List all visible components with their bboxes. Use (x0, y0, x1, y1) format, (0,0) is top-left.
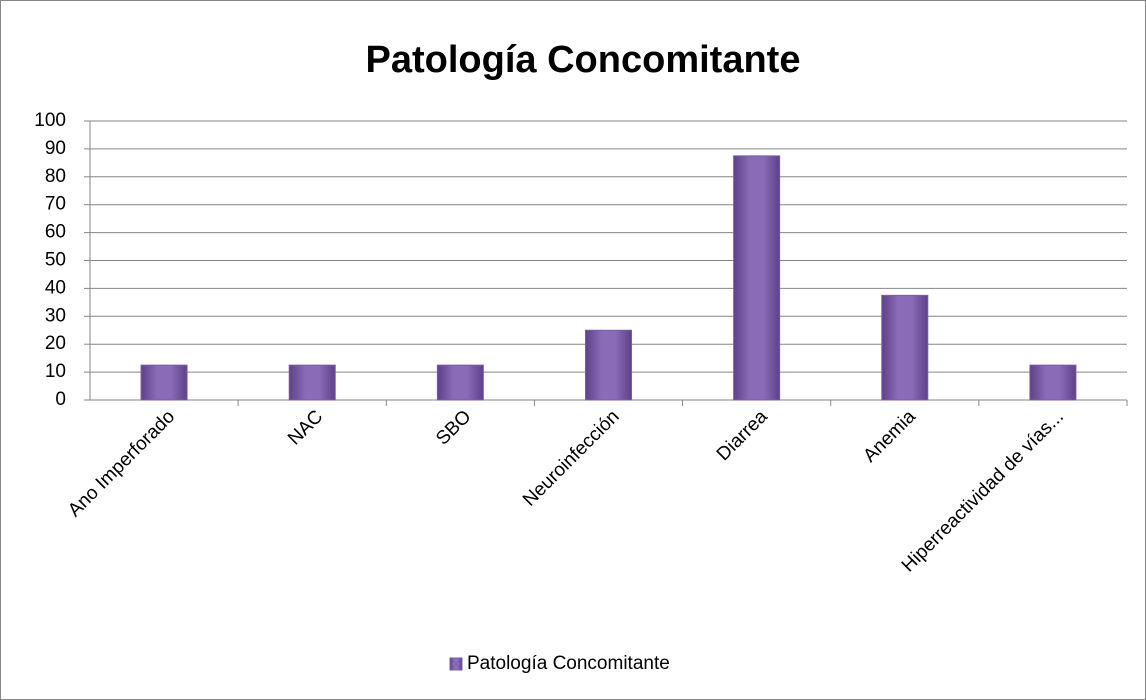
bar (585, 329, 632, 401)
bar (140, 364, 188, 401)
bar (881, 294, 929, 401)
y-tick-label: 30 (45, 305, 66, 326)
y-tick-label: 100 (34, 110, 66, 131)
y-tick-label: 80 (45, 166, 66, 187)
bar (436, 364, 484, 401)
y-tick-label: 90 (45, 138, 66, 159)
legend-label: Patología Concomitante (467, 653, 670, 674)
y-tick-label: 50 (45, 250, 66, 271)
y-tick-label: 10 (45, 361, 66, 382)
legend-swatch (449, 657, 463, 671)
chart-title: Patología Concomitante (366, 39, 801, 81)
y-tick-label: 20 (45, 333, 66, 354)
y-tick-label: 60 (45, 222, 66, 243)
y-tick-label: 70 (45, 194, 66, 215)
bar (733, 155, 781, 401)
y-tick-label: 40 (45, 277, 66, 298)
bar (1029, 364, 1077, 401)
bar (288, 364, 336, 401)
y-tick-label: 0 (55, 389, 66, 410)
